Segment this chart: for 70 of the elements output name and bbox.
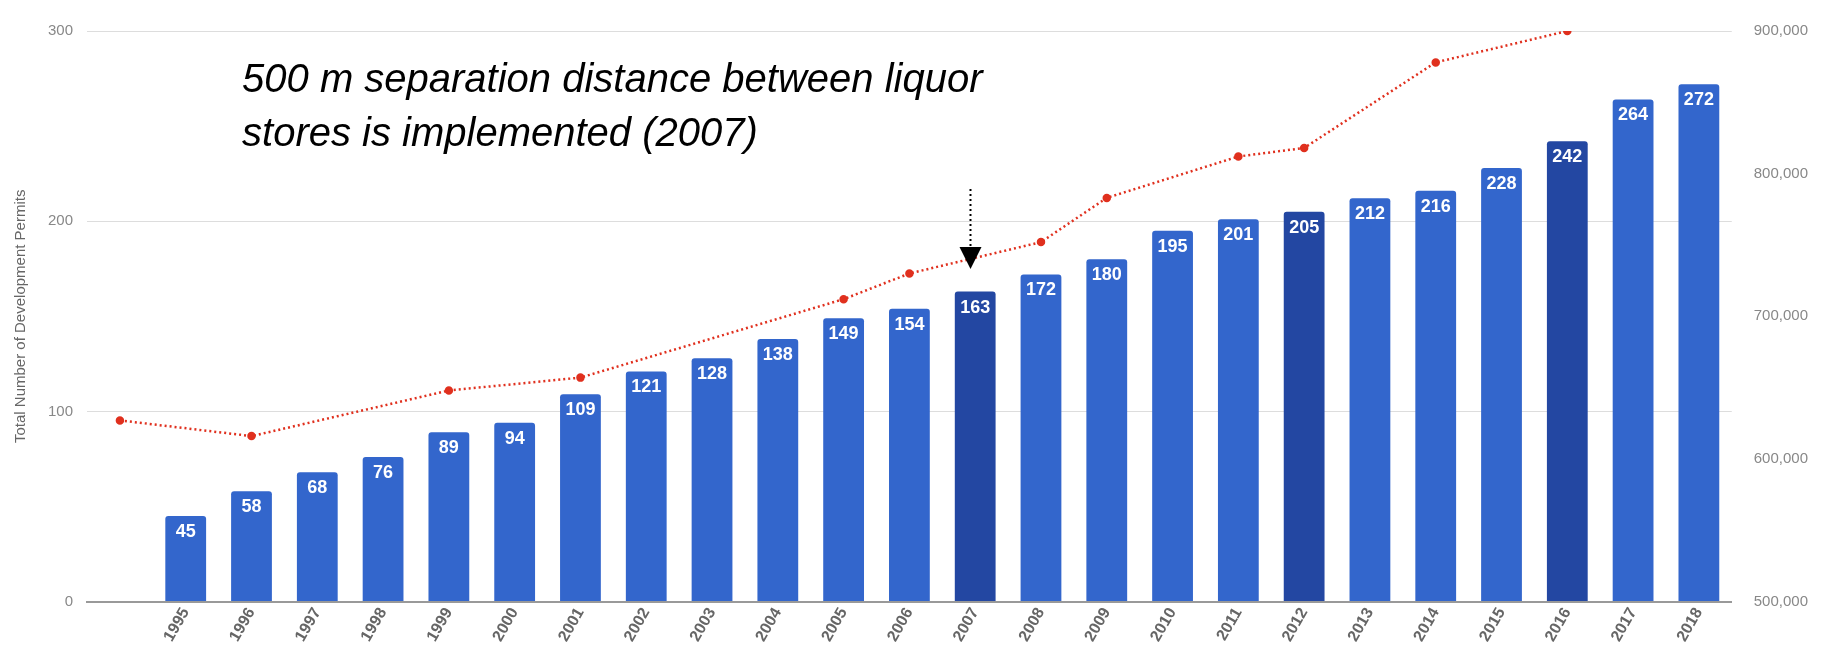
data-label: 128 xyxy=(697,363,728,384)
y-tick-label: 200 xyxy=(48,211,74,229)
bar xyxy=(1612,99,1654,602)
bar xyxy=(231,491,272,602)
bar xyxy=(165,515,207,602)
bar xyxy=(1217,219,1259,602)
point xyxy=(1102,193,1112,203)
data-label: 109 xyxy=(565,399,596,420)
data-label: 58 xyxy=(241,496,262,517)
data-label: 195 xyxy=(1157,235,1188,256)
data-label: 68 xyxy=(307,477,328,498)
y-tick-label: 100 xyxy=(48,401,74,419)
bar xyxy=(757,339,799,602)
bar xyxy=(560,394,601,602)
bar xyxy=(1415,190,1457,602)
data-label: 89 xyxy=(438,437,459,458)
data-label: 94 xyxy=(504,427,525,448)
point xyxy=(905,269,914,278)
point xyxy=(1036,237,1046,247)
point xyxy=(1431,58,1440,67)
bar xyxy=(1086,259,1128,602)
data-label: 76 xyxy=(373,462,394,482)
data-label: 163 xyxy=(960,296,991,317)
point xyxy=(247,431,256,441)
point xyxy=(576,373,585,382)
y-axis-title: Total Number of Development Permits xyxy=(11,189,29,444)
data-label: 149 xyxy=(828,323,859,344)
data-label: 212 xyxy=(1354,203,1385,224)
data-label: 216 xyxy=(1420,195,1451,216)
point xyxy=(1234,152,1243,161)
data-label: 205 xyxy=(1289,216,1320,237)
y2-tick-label: 700,000 xyxy=(1753,306,1809,324)
point xyxy=(115,416,125,425)
bar xyxy=(494,422,536,602)
point xyxy=(444,386,454,395)
data-label: 264 xyxy=(1618,104,1649,125)
bar xyxy=(1283,211,1325,602)
y2-tick-label: 900,000 xyxy=(1753,21,1809,39)
y-tick-label: 300 xyxy=(48,21,74,39)
data-label: 180 xyxy=(1091,264,1122,285)
data-label: 272 xyxy=(1683,89,1714,110)
annotation: 500 m separation distance between liquor stores is implemented (2007) xyxy=(242,56,985,155)
bar xyxy=(1546,141,1588,602)
bar xyxy=(889,308,930,602)
data-label: 154 xyxy=(894,313,925,334)
bar xyxy=(296,472,338,602)
data-label: 138 xyxy=(762,344,793,365)
y2-tick-label: 800,000 xyxy=(1753,163,1809,181)
bar xyxy=(1349,198,1391,602)
bar xyxy=(362,457,404,602)
data-label: 45 xyxy=(175,520,196,541)
point xyxy=(839,294,848,304)
data-label: 242 xyxy=(1552,146,1583,167)
data-label: 201 xyxy=(1223,224,1254,245)
y2-tick-label: 500,000 xyxy=(1753,591,1809,609)
bar xyxy=(1152,230,1193,602)
y-tick-label: 0 xyxy=(64,591,74,609)
y2-tick-label: 600,000 xyxy=(1753,449,1809,467)
bar xyxy=(1020,274,1062,602)
bar xyxy=(823,318,865,602)
bar xyxy=(428,432,470,602)
bar xyxy=(691,358,733,602)
bar xyxy=(1678,84,1720,602)
data-label: 228 xyxy=(1486,172,1517,193)
bar xyxy=(625,371,667,602)
data-label: 172 xyxy=(1025,279,1057,300)
point xyxy=(1299,143,1309,153)
bar xyxy=(954,291,996,602)
data-label: 121 xyxy=(631,376,662,397)
bar xyxy=(1481,167,1522,602)
